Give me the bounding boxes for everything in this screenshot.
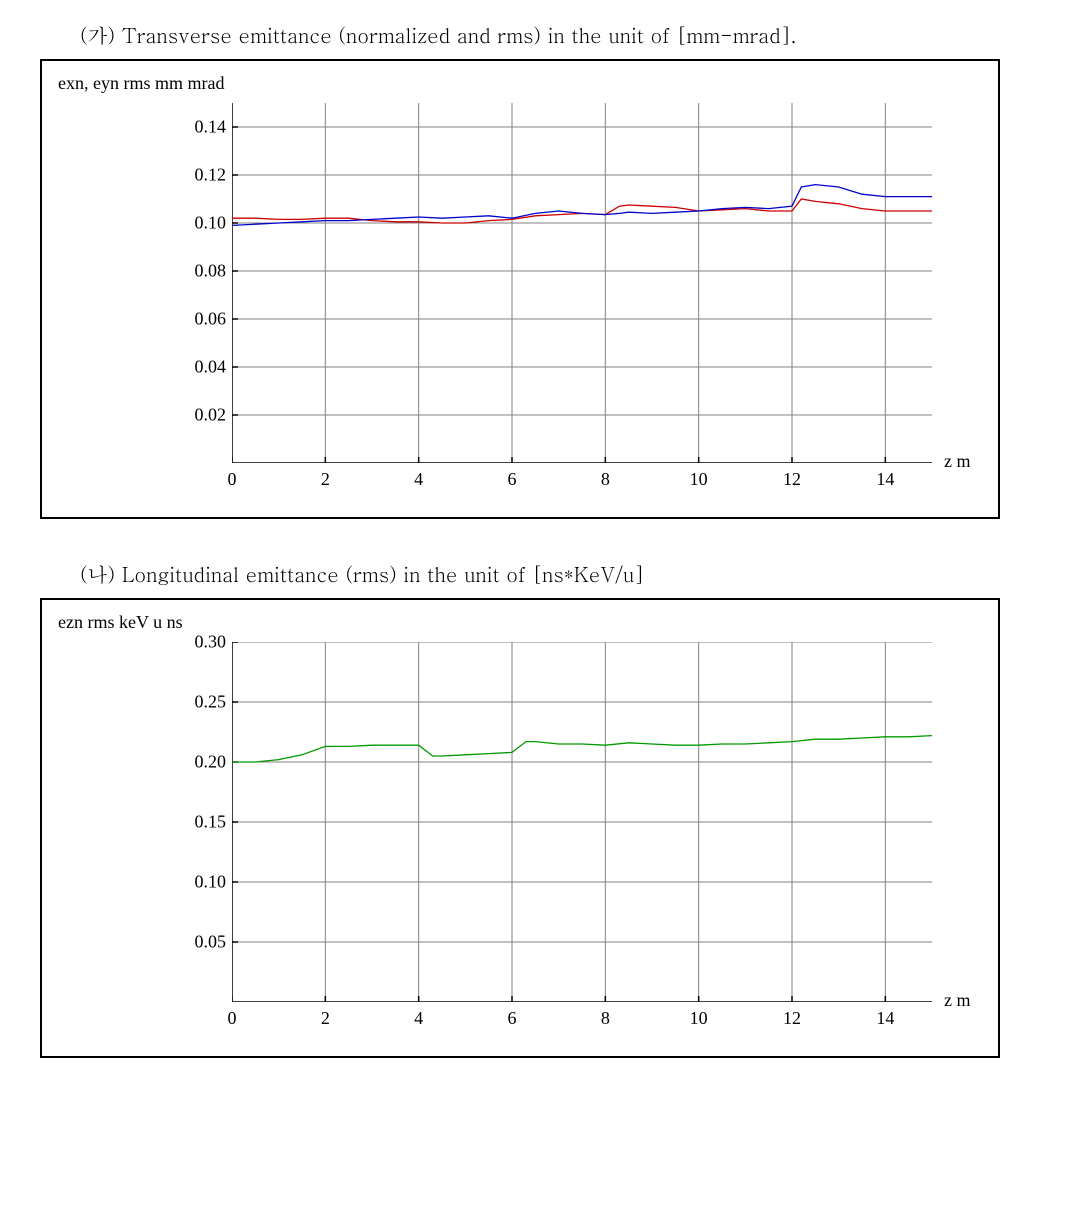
chart-b-title: (나) Longitudinal emittance (rms) in the … [80,559,1029,588]
xtick-label: 10 [690,1002,708,1029]
xtick-label: 0 [228,463,237,490]
xtick-label: 2 [321,1002,330,1029]
chart-a-frame: exn, eyn rms mm mrad 0.020.040.060.080.1… [40,59,1000,519]
series-eyn [232,185,932,226]
xtick-label: 6 [508,1002,517,1029]
chart-a-plot-area: 0.020.040.060.080.100.120.1402468101214 [232,103,932,463]
ytick-label: 0.20 [195,752,233,773]
chart-b-xaxis-label: z m [944,990,971,1011]
ytick-label: 0.10 [195,213,233,234]
xtick-label: 2 [321,463,330,490]
xtick-label: 4 [414,1002,423,1029]
chart-b-title-prefix: (나) [80,559,115,588]
ytick-label: 0.06 [195,309,233,330]
series-ezn [232,736,932,762]
ytick-label: 0.04 [195,357,233,378]
chart-a-title-prefix: (가) [80,20,115,49]
ytick-label: 0.12 [195,165,233,186]
chart-a-title: (가) Transverse emittance (normalized and… [80,20,1029,49]
ytick-label: 0.08 [195,261,233,282]
chart-b-frame: ezn rms keV u ns 0.050.100.150.200.250.3… [40,598,1000,1058]
ytick-label: 0.02 [195,405,233,426]
chart-a-inner-title: exn, eyn rms mm mrad [58,73,988,94]
chart-b-block: (나) Longitudinal emittance (rms) in the … [40,559,1029,1058]
plot-svg [232,642,932,1002]
xtick-label: 12 [783,463,801,490]
chart-a-xaxis-label: z m [944,451,971,472]
chart-a-title-text: Transverse emittance (normalized and rms… [122,20,797,49]
xtick-label: 4 [414,463,423,490]
xtick-label: 8 [601,463,610,490]
xtick-label: 12 [783,1002,801,1029]
xtick-label: 14 [876,463,894,490]
chart-a-block: (가) Transverse emittance (normalized and… [40,20,1029,519]
xtick-label: 14 [876,1002,894,1029]
series-exn [232,199,932,223]
ytick-label: 0.25 [195,692,233,713]
ytick-label: 0.15 [195,812,233,833]
plot-svg [232,103,932,463]
ytick-label: 0.30 [195,632,233,653]
chart-b-inner-title: ezn rms keV u ns [58,612,988,633]
xtick-label: 0 [228,1002,237,1029]
ytick-label: 0.14 [195,117,233,138]
xtick-label: 6 [508,463,517,490]
xtick-label: 8 [601,1002,610,1029]
chart-b-title-text: Longitudinal emittance (rms) in the unit… [122,559,644,588]
chart-b-plot-area: 0.050.100.150.200.250.3002468101214 [232,642,932,1002]
xtick-label: 10 [690,463,708,490]
ytick-label: 0.05 [195,932,233,953]
ytick-label: 0.10 [195,872,233,893]
